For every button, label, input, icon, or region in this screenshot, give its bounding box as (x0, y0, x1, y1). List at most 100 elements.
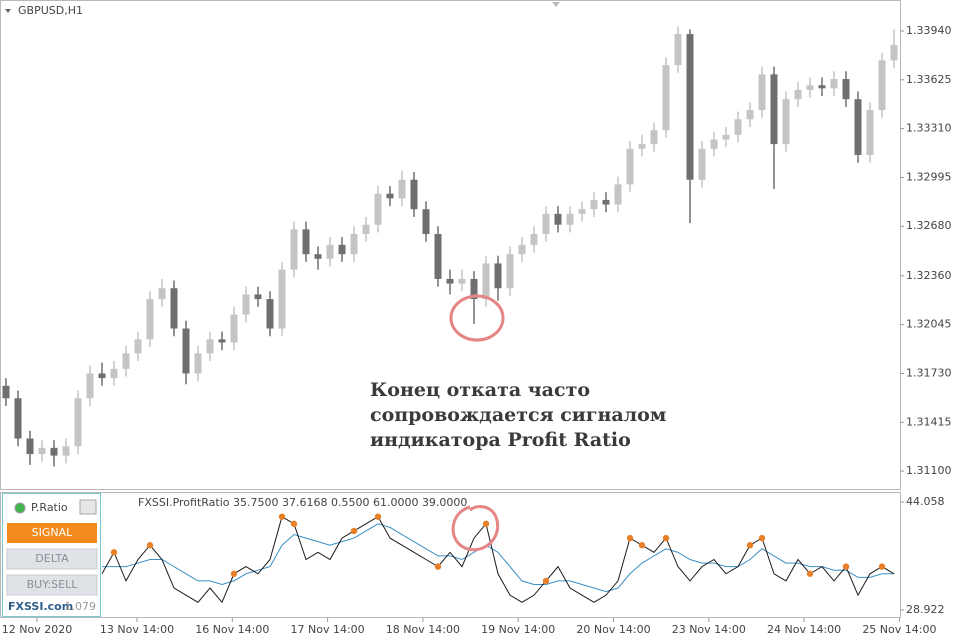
candle-body (314, 254, 322, 259)
minimize-button[interactable] (79, 499, 97, 515)
candle-body (218, 339, 226, 343)
candle-body (194, 353, 202, 374)
y-tick-label: 44.058 (906, 495, 945, 508)
signal-dot (482, 520, 490, 528)
signal-dot (662, 534, 670, 542)
candle-body (134, 339, 142, 354)
x-tick-label: 16 Nov 14:00 (195, 623, 269, 636)
candle-body (806, 85, 814, 90)
symbol-title: GBPUSD,H1 (18, 4, 83, 17)
candle-body (146, 299, 154, 340)
candle-body (158, 288, 166, 300)
y-tick-label: 1.33310 (906, 122, 952, 135)
candle-body (674, 34, 682, 66)
candle-body (62, 446, 70, 456)
candle-body (338, 244, 346, 255)
candle-body (398, 179, 406, 199)
signal-dot (626, 534, 634, 542)
candle-body (446, 278, 454, 284)
annotation-line: сопровождается сигналом (370, 404, 666, 426)
candle-body (302, 229, 310, 255)
candle-body (362, 224, 370, 234)
candle-body (386, 193, 394, 199)
candle-body (122, 353, 130, 369)
widget-title: P.Ratio (31, 501, 68, 514)
candle-body (818, 85, 826, 89)
x-tick-label: 25 Nov 14:00 (862, 623, 936, 636)
candle-body (290, 229, 298, 270)
y-tick-label: 1.31415 (906, 415, 952, 428)
annotation-line: Конец отката часто (370, 379, 590, 401)
candle-body (206, 339, 214, 354)
candle-body (482, 263, 490, 300)
candle-body (14, 398, 22, 439)
candle-body (110, 368, 118, 379)
x-tick-label: 17 Nov 14:00 (291, 623, 365, 636)
candle-body (590, 199, 598, 210)
signal-dot (842, 563, 850, 570)
indicator-title: FXSSI.ProfitRatio 35.7500 37.6168 0.5500… (138, 496, 467, 509)
indicator-panel (0, 492, 901, 618)
candle-body (554, 213, 562, 225)
signal-dot (806, 570, 814, 577)
button-label: BUY:SELL (27, 578, 79, 591)
status-dot (14, 502, 26, 514)
y-tick-label: 1.33940 (906, 24, 952, 37)
x-tick-label: 19 Nov 14:00 (481, 623, 555, 636)
widget: P.Ratio SIGNAL DELTA BUY:SELL FXSSI.com … (2, 493, 101, 617)
highlight-circle (451, 505, 500, 552)
delta-button[interactable] (6, 548, 98, 570)
candle-body (638, 144, 646, 149)
annotation-line: индикатора Profit Ratio (370, 429, 631, 451)
candle-body (890, 44, 898, 61)
candle-body (470, 278, 478, 300)
y-tick-label: 1.32995 (906, 170, 952, 183)
candle-body (698, 148, 706, 180)
candle-body (38, 447, 46, 455)
signal-button[interactable] (7, 523, 97, 543)
candle-body (278, 269, 286, 329)
candle-body (434, 233, 442, 279)
y-tick-label: 1.32360 (906, 269, 952, 282)
candle-body (878, 60, 886, 111)
y-tick-label: 28.922 (906, 603, 945, 616)
x-tick-label: 13 Nov 14:00 (100, 623, 174, 636)
signal-dot (278, 513, 286, 520)
signal-dot (230, 570, 238, 577)
signal-dot (746, 542, 754, 549)
y-tick-label: 1.31730 (906, 366, 952, 379)
candle-body (782, 99, 790, 145)
y-tick-label: 1.32045 (906, 318, 952, 331)
signal-dot (374, 513, 382, 520)
candle-body (326, 244, 334, 259)
candle-body (422, 209, 430, 234)
signal-dot (542, 577, 550, 585)
candle-body (230, 314, 238, 343)
candle-body (614, 184, 622, 205)
symbol-arrow (5, 9, 11, 13)
candle-body (266, 299, 274, 329)
signal-dot (146, 542, 154, 549)
x-tick-label: 24 Nov 14:00 (767, 623, 841, 636)
candle-body (794, 89, 802, 100)
price-panel (0, 0, 901, 490)
signal-dot (290, 520, 298, 528)
candle-body (410, 179, 418, 210)
candle-body (374, 193, 382, 225)
candle-body (626, 148, 634, 185)
candle-body (758, 74, 766, 111)
candle-body (710, 139, 718, 149)
candle-body (770, 74, 778, 145)
x-tick-label: 20 Nov 14:00 (576, 623, 650, 636)
buysell-button[interactable] (6, 574, 98, 596)
candle-body (602, 199, 610, 205)
version: 1.079 (65, 600, 97, 613)
x-tick-label: 23 Nov 14:00 (672, 623, 746, 636)
candle-body (50, 447, 58, 456)
candle-body (854, 99, 862, 155)
signal-dot (638, 542, 646, 549)
scroll-marker (552, 2, 560, 7)
x-tick-label: 18 Nov 14:00 (386, 623, 460, 636)
